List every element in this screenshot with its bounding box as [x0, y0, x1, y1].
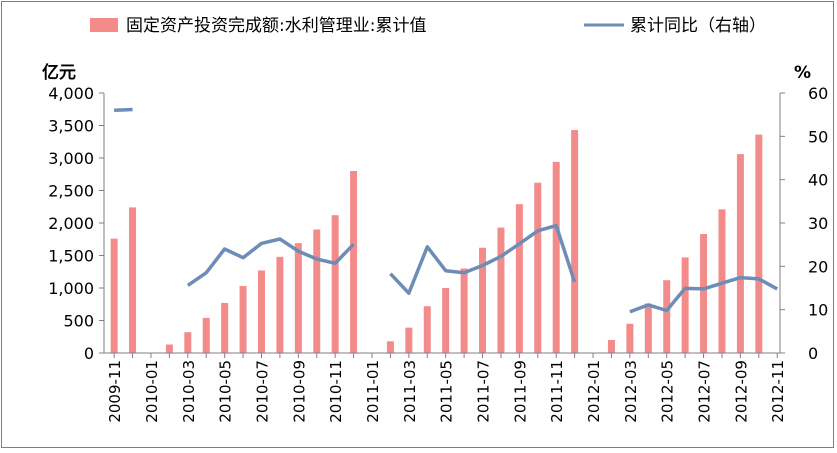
- y-right-tick-label: 50: [808, 127, 828, 146]
- bar-2011-08: [497, 227, 505, 353]
- bar-2012-08: [718, 209, 726, 353]
- line-series: [114, 107, 779, 314]
- y-left-tick-label: 2,000: [48, 214, 94, 233]
- line-segment-1: [186, 237, 355, 287]
- y-left-tick-label: 0: [84, 344, 94, 363]
- bar-2011-11: [552, 161, 560, 353]
- x-tick-label: 2011-07: [475, 360, 493, 423]
- y-left-tick-label: 1,000: [48, 279, 94, 298]
- y-left-tick-label: 3,000: [48, 149, 94, 168]
- bar-2010-06: [239, 286, 247, 353]
- legend-bar-label: 固定资产投资完成额:水利管理业:累计值: [126, 16, 426, 36]
- x-tick-label: 2010-07: [254, 360, 272, 423]
- y-right-tick-label: 30: [808, 214, 828, 233]
- y-right-tick-label: 10: [808, 301, 828, 320]
- bar-2012-07: [700, 234, 708, 353]
- x-tick-label: 2010-09: [290, 360, 308, 423]
- bar-2012-04: [644, 303, 652, 353]
- bar-series: [110, 130, 763, 353]
- x-axis-ticks: 2009-11 2010-01 2010-03 2010-05 2010-07 2010-…: [106, 353, 787, 423]
- bar-2009-11: [110, 238, 118, 353]
- x-tick-label: 2012-11: [769, 360, 787, 423]
- y-right-tick-label: 20: [808, 257, 828, 276]
- x-tick-label: 2012-07: [696, 360, 714, 423]
- x-tick-label: 2011-09: [511, 360, 529, 423]
- x-tick-label: 2010-11: [327, 360, 345, 423]
- x-tick-label: 2009-11: [106, 360, 124, 423]
- x-tick-label: 2010-01: [143, 360, 161, 423]
- y-left-tick-label: 4,000: [48, 84, 94, 103]
- y-left-tick-label: 2,500: [48, 182, 94, 201]
- x-tick-label: 2011-11: [548, 360, 566, 423]
- bar-2011-07: [479, 247, 487, 353]
- y-axis-right-ticks: 0 10 20 30 40 50 60: [780, 84, 828, 363]
- bar-2011-02: [386, 341, 394, 353]
- bar-2011-12: [571, 130, 579, 353]
- bar-2011-10: [534, 182, 542, 353]
- x-tick-label: 2012-03: [622, 360, 640, 423]
- y-right-tick-label: 40: [808, 171, 828, 190]
- x-tick-label: 2010-05: [217, 360, 235, 423]
- x-tick-label: 2012-01: [585, 360, 603, 423]
- line-segment-2: [389, 223, 577, 295]
- y-left-tick-label: 1,500: [48, 247, 94, 266]
- bar-2010-09: [294, 243, 302, 353]
- bar-2012-03: [626, 323, 634, 353]
- bar-2011-05: [442, 288, 450, 353]
- y-axis-left-ticks: 0 500 1,000 1,500 2,000 2,500 3,000 3,500 4,000: [48, 84, 104, 363]
- bar-2010-11: [331, 215, 339, 353]
- x-tick-label: 2011-03: [401, 360, 419, 423]
- bar-2011-09: [515, 204, 523, 353]
- legend: 固定资产投资完成额:水利管理业:累计值 累计同比（右轴）: [90, 16, 766, 36]
- bar-2010-02: [165, 344, 173, 353]
- y-right-tick-label: 60: [808, 84, 828, 103]
- y-right-tick-label: 0: [808, 344, 818, 363]
- bar-2009-12: [129, 207, 137, 353]
- bar-2010-05: [221, 302, 229, 353]
- y-axis-left-title: 亿元: [42, 62, 76, 83]
- bar-2010-07: [257, 270, 265, 353]
- line-segment-3: [629, 275, 779, 314]
- bar-2012-10: [755, 134, 763, 353]
- x-tick-label: 2012-05: [659, 360, 677, 423]
- y-left-tick-label: 500: [63, 312, 94, 331]
- bar-2011-04: [423, 306, 431, 353]
- line-segment-0: [114, 107, 133, 113]
- bar-2010-08: [276, 256, 284, 353]
- axes: [103, 93, 781, 354]
- bar-2010-03: [184, 332, 192, 353]
- legend-bar-swatch: [90, 18, 118, 32]
- x-tick-label: 2011-01: [364, 360, 382, 423]
- bar-2012-06: [681, 257, 689, 353]
- bar-2011-06: [460, 268, 468, 353]
- bar-2010-10: [313, 229, 321, 353]
- legend-line-label: 累计同比（右轴）: [630, 16, 766, 36]
- bar-2012-02: [607, 340, 615, 353]
- x-tick-label: 2012-09: [732, 360, 750, 423]
- bar-2010-04: [202, 317, 210, 353]
- bar-2012-09: [736, 154, 744, 353]
- x-tick-label: 2010-03: [180, 360, 198, 423]
- x-tick-label: 2011-05: [438, 360, 456, 423]
- y-axis-right-title: %: [794, 63, 811, 83]
- bar-2010-12: [350, 171, 358, 353]
- y-left-tick-label: 3,500: [48, 117, 94, 136]
- bar-2011-03: [405, 327, 413, 353]
- bar-2012-05: [663, 280, 671, 353]
